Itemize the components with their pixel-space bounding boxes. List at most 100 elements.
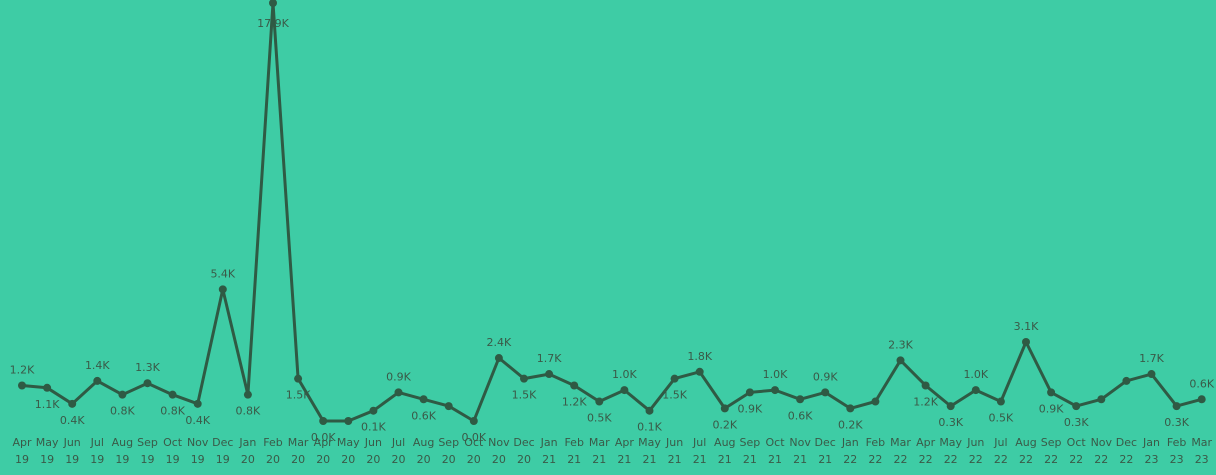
- data-point[interactable]: [193, 399, 202, 408]
- data-label: 0.1K: [361, 421, 386, 434]
- data-point[interactable]: [620, 386, 629, 395]
- data-label: 0.9K: [738, 402, 763, 415]
- data-label: 1.8K: [687, 350, 712, 363]
- x-tick-month: Dec: [815, 436, 836, 449]
- data-point[interactable]: [695, 367, 704, 376]
- data-point[interactable]: [319, 417, 328, 425]
- data-label: 0.8K: [160, 405, 185, 418]
- x-tick-month: Mar: [288, 436, 309, 449]
- data-label: 0.4K: [60, 414, 85, 427]
- x-tick-month: Jun: [665, 436, 683, 449]
- x-tick-month: Sep: [137, 436, 158, 449]
- data-point[interactable]: [1172, 402, 1181, 411]
- data-point[interactable]: [670, 374, 679, 383]
- x-tick-year: 23: [1170, 453, 1184, 466]
- x-tick-month: Sep: [740, 436, 761, 449]
- data-label: 0.6K: [788, 409, 813, 422]
- x-tick-month: Apr: [615, 436, 635, 449]
- data-point[interactable]: [595, 397, 604, 406]
- data-point[interactable]: [645, 406, 654, 415]
- data-point[interactable]: [168, 390, 177, 399]
- x-tick-month: Apr: [12, 436, 32, 449]
- data-label: 0.9K: [1039, 402, 1064, 415]
- data-point[interactable]: [946, 402, 955, 411]
- data-point[interactable]: [1022, 337, 1030, 346]
- data-point[interactable]: [971, 386, 980, 395]
- data-point[interactable]: [419, 395, 428, 404]
- data-point[interactable]: [1147, 370, 1156, 379]
- data-point[interactable]: [846, 404, 855, 413]
- x-tick-month: Sep: [438, 436, 459, 449]
- data-point[interactable]: [43, 383, 52, 392]
- x-tick-year: 19: [40, 453, 54, 466]
- data-point[interactable]: [118, 390, 127, 399]
- x-tick-month: Feb: [1167, 436, 1186, 449]
- data-point[interactable]: [1197, 395, 1206, 404]
- data-point[interactable]: [469, 417, 478, 425]
- data-label: 0.2K: [712, 418, 737, 431]
- data-point[interactable]: [771, 386, 779, 395]
- x-tick-year: 20: [392, 453, 406, 466]
- data-label: 1.5K: [286, 389, 311, 402]
- data-point[interactable]: [1097, 395, 1106, 404]
- data-point[interactable]: [1122, 376, 1131, 385]
- data-label: 0.0K: [461, 431, 486, 444]
- data-point[interactable]: [545, 370, 554, 379]
- x-tick-year: 23: [1145, 453, 1159, 466]
- data-label: 0.8K: [236, 405, 261, 418]
- data-label: 2.4K: [487, 336, 512, 349]
- x-tick-month: Jun: [966, 436, 984, 449]
- x-tick-year: 21: [592, 453, 606, 466]
- data-point[interactable]: [494, 354, 503, 363]
- x-tick-month: Jun: [63, 436, 81, 449]
- x-tick-year: 22: [919, 453, 933, 466]
- data-point[interactable]: [294, 374, 303, 383]
- data-point[interactable]: [444, 402, 453, 411]
- x-tick-month: Jan: [1142, 436, 1160, 449]
- data-point[interactable]: [243, 390, 252, 399]
- x-tick-year: 20: [341, 453, 355, 466]
- x-tick-year: 19: [65, 453, 79, 466]
- data-label: 0.2K: [838, 418, 863, 431]
- data-label: 1.7K: [1139, 352, 1164, 365]
- x-tick-year: 19: [115, 453, 129, 466]
- data-point[interactable]: [18, 381, 26, 390]
- data-point[interactable]: [369, 406, 378, 415]
- x-tick-month: Aug: [112, 436, 133, 449]
- data-point[interactable]: [996, 397, 1005, 406]
- data-point[interactable]: [821, 388, 830, 397]
- data-point[interactable]: [1047, 388, 1056, 397]
- data-point[interactable]: [218, 285, 227, 294]
- x-tick-year: 20: [417, 453, 431, 466]
- data-point[interactable]: [745, 388, 754, 397]
- data-label: 1.2K: [913, 396, 938, 409]
- data-point[interactable]: [344, 417, 353, 425]
- data-point[interactable]: [796, 395, 805, 404]
- x-tick-year: 22: [894, 453, 908, 466]
- x-tick-year: 20: [291, 453, 305, 466]
- data-label: 1.5K: [662, 389, 687, 402]
- data-point[interactable]: [720, 404, 729, 413]
- data-point[interactable]: [520, 374, 528, 383]
- data-point[interactable]: [570, 381, 579, 390]
- data-label: 5.4K: [210, 267, 235, 280]
- data-point[interactable]: [896, 356, 905, 365]
- data-point[interactable]: [871, 397, 880, 406]
- x-tick-month: May: [939, 436, 962, 449]
- x-tick-month: Jan: [238, 436, 256, 449]
- data-point[interactable]: [921, 381, 930, 390]
- x-tick-year: 21: [668, 453, 682, 466]
- x-tick-month: May: [36, 436, 59, 449]
- x-tick-year: 22: [1094, 453, 1108, 466]
- data-point[interactable]: [394, 388, 403, 397]
- data-point[interactable]: [1072, 402, 1081, 411]
- data-point[interactable]: [68, 399, 77, 408]
- data-point[interactable]: [143, 379, 152, 388]
- x-tick-month: Feb: [263, 436, 282, 449]
- data-point[interactable]: [93, 376, 102, 385]
- x-tick-year: 22: [868, 453, 882, 466]
- data-label: 0.9K: [813, 370, 838, 383]
- data-point[interactable]: [269, 0, 277, 7]
- x-tick-year: 19: [15, 453, 29, 466]
